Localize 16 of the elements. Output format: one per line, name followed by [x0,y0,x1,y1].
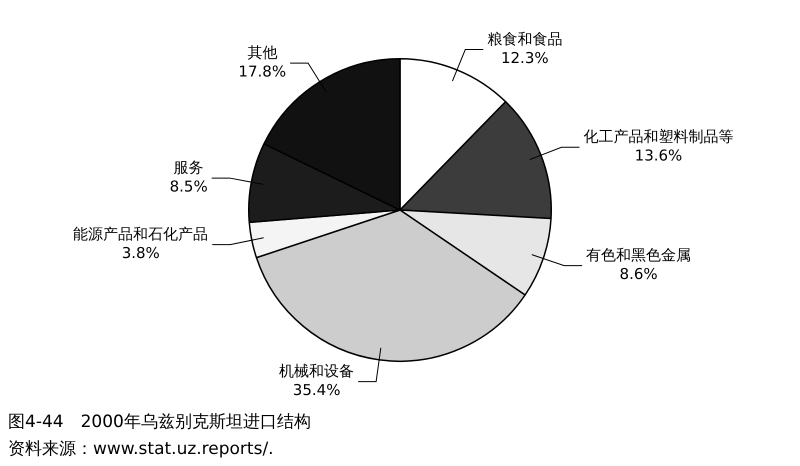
slice-label: 能源产品和石化产品 [73,224,208,243]
text: 资料来源：www.stat.uz.reports/. [8,438,275,460]
data-label: 3.8% [122,244,160,262]
slice-label: 服务 [174,158,204,176]
slice-label: 有色和黑色金属 [586,246,692,264]
slice-label: 化工产品和塑料制品等 [583,128,734,146]
data-label: 8.5% [170,177,208,196]
text: 图4-44 2000年乌兹别克斯坦进口结构 [8,411,312,433]
slice-label: 其他 [247,44,278,62]
data-label: 17.8% [238,62,286,81]
slice-label: 粮食和食品 [487,30,562,48]
slice-label: 机械和设备 [279,362,354,380]
data-label: 35.4% [292,380,340,399]
data-label: 8.6% [620,264,658,283]
data-label: 12.3% [500,48,549,67]
data-label: 13.6% [634,146,682,165]
